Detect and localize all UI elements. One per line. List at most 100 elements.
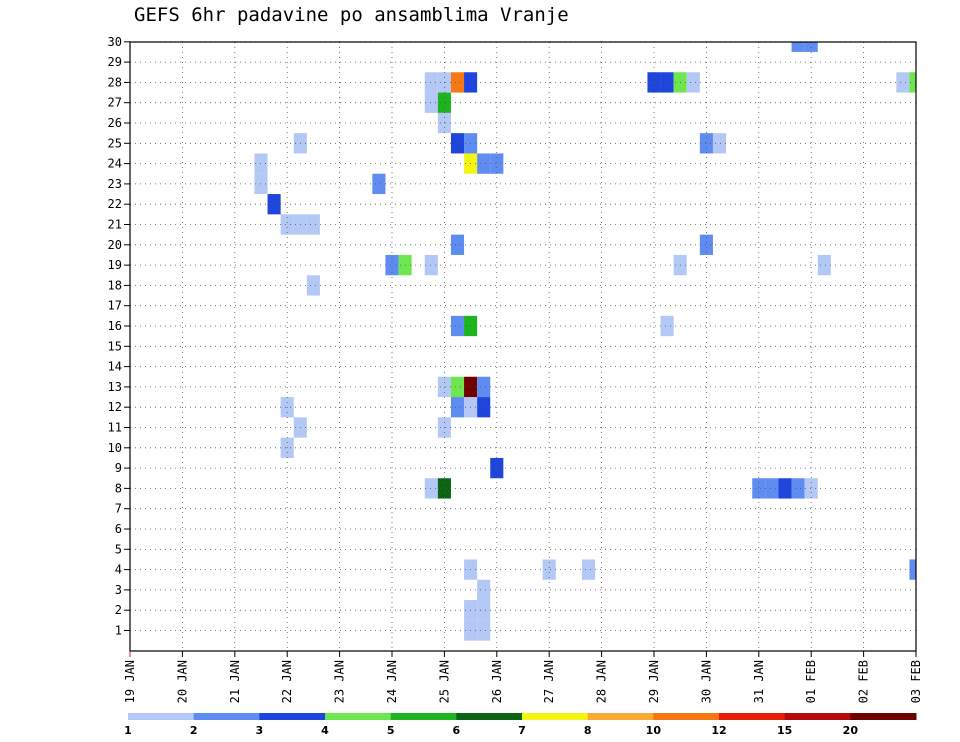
colorbar-label: 7 [518, 724, 526, 737]
heatmap-cell [450, 133, 465, 154]
colorbar-label: 5 [387, 724, 395, 737]
heatmap-cell [437, 376, 451, 398]
heatmap-cell [306, 275, 320, 296]
heatmap-cell [424, 478, 438, 499]
x-axis-ticks: 19 JAN 20 JAN 21 JAN 22 JAN 23 JAN 24 JAN 25 J… [123, 651, 923, 703]
heatmap-cell [477, 153, 491, 174]
heatmap-cell [660, 315, 674, 337]
heatmap-cell [306, 214, 320, 235]
heatmap-cell [437, 478, 451, 499]
y-tick-label: 10 [108, 441, 122, 455]
heatmap-cells [254, 42, 916, 641]
heatmap-cell [765, 478, 779, 499]
x-tick-label: 23 JAN [333, 660, 347, 703]
y-tick-label: 28 [108, 75, 122, 89]
y-tick-label: 5 [115, 542, 122, 556]
y-tick-label: 8 [115, 481, 122, 495]
colorbar-label: 1 [124, 724, 132, 737]
heatmap-cell [581, 559, 596, 580]
colorbar-swatch [719, 713, 786, 720]
y-tick-label: 27 [108, 96, 122, 110]
colorbar-swatch [128, 713, 195, 720]
heatmap-cell [490, 457, 504, 479]
heatmap-cell [699, 133, 713, 154]
y-tick-label: 21 [108, 218, 122, 232]
heatmap-cell [477, 397, 491, 418]
grid-lines [130, 41, 916, 651]
heatmap-cell [424, 92, 438, 113]
y-tick-label: 1 [115, 624, 122, 638]
colorbar-label: 10 [646, 724, 662, 737]
colorbar-label: 3 [256, 724, 264, 737]
y-tick-label: 18 [108, 278, 122, 292]
x-tick-label: 01 FEB [804, 660, 818, 703]
colorbar-swatch [456, 713, 523, 720]
colorbar-label: 8 [584, 724, 592, 737]
y-tick-label: 22 [108, 197, 122, 211]
y-tick-label: 4 [115, 563, 122, 577]
colorbar: 1 2 3 4 5 6 7 8 10 12 15 20 [124, 713, 917, 737]
plot-frame [129, 41, 917, 652]
y-tick-label: 23 [108, 177, 122, 191]
y-tick-label: 20 [108, 238, 122, 252]
colorbar-label: 12 [711, 724, 726, 737]
colorbar-swatch [390, 713, 457, 720]
heatmap-cell [424, 72, 438, 93]
colorbar-label: 20 [843, 724, 859, 737]
y-tick-label: 19 [108, 258, 122, 272]
colorbar-label: 2 [190, 724, 198, 737]
heatmap-cell [686, 72, 700, 93]
x-tick-label: 25 JAN [437, 660, 451, 703]
colorbar-swatch [784, 713, 851, 720]
colorbar-swatch [325, 713, 392, 720]
heatmap-cell [660, 72, 674, 93]
x-tick-label: 03 FEB [909, 660, 923, 703]
y-tick-label: 7 [115, 502, 122, 516]
y-tick-label: 29 [108, 55, 122, 69]
heatmap-cell [450, 234, 465, 255]
heatmap-cell [477, 376, 491, 398]
y-tick-label: 16 [108, 319, 122, 333]
colorbar-label: 15 [777, 724, 792, 737]
colorbar-swatch [850, 713, 917, 720]
colorbar-swatch [587, 713, 654, 720]
x-tick-label: 21 JAN [228, 660, 242, 703]
heatmap-cell [424, 254, 438, 276]
x-tick-label: 27 JAN [542, 660, 556, 703]
y-tick-label: 30 [108, 35, 122, 49]
colorbar-label: 4 [321, 724, 329, 737]
y-tick-label: 6 [115, 522, 122, 536]
y-tick-label: 9 [115, 461, 122, 475]
x-tick-label: 26 JAN [490, 660, 504, 703]
heatmap-cell [477, 579, 491, 601]
y-tick-label: 24 [108, 157, 122, 171]
heatmap-cell [450, 397, 465, 418]
colorbar-swatch [259, 713, 326, 720]
x-tick-label: 31 JAN [752, 660, 766, 703]
y-tick-label: 25 [108, 136, 122, 150]
heatmap-cell [477, 600, 491, 621]
colorbar-swatch [653, 713, 720, 720]
colorbar-label: 6 [453, 724, 461, 737]
x-tick-label: 29 JAN [647, 660, 661, 703]
colorbar-swatch [522, 713, 589, 720]
x-tick-label: 28 JAN [595, 660, 609, 703]
x-tick-label: 22 JAN [280, 660, 294, 703]
heatmap-cell [542, 559, 556, 580]
y-tick-label: 3 [115, 583, 122, 597]
heatmap-cell [372, 173, 386, 195]
x-tick-label: 30 JAN [699, 660, 713, 703]
heatmap-cell [699, 234, 713, 255]
y-tick-label: 17 [108, 299, 122, 313]
heatmap-cell [712, 133, 727, 154]
heatmap-cell [791, 42, 805, 52]
y-tick-label: 26 [108, 116, 122, 130]
y-tick-label: 15 [108, 339, 122, 353]
heatmap-cell [909, 559, 916, 580]
x-tick-label: 19 JAN [123, 660, 137, 703]
y-axis-ticks: 1234567891011121314151617181920212223242… [108, 35, 130, 638]
heatmap-cell [267, 194, 281, 215]
x-tick-label: 02 FEB [857, 660, 871, 703]
heatmap-cell [450, 72, 465, 93]
